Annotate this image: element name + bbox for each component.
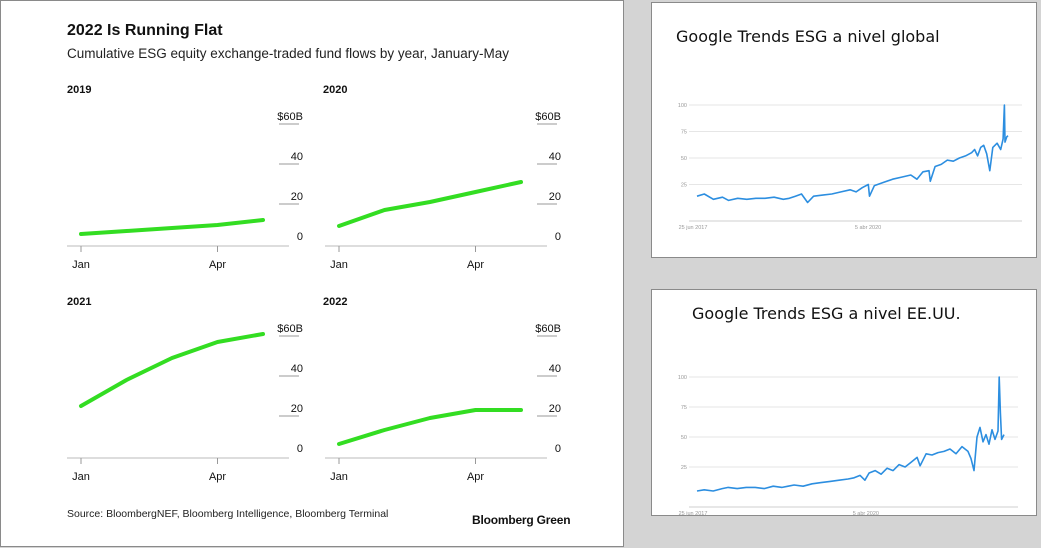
panel-title: 2019 (67, 84, 91, 96)
y-tick-label: 75 (681, 130, 687, 136)
y-tick-label: 20 (549, 403, 561, 415)
y-tick-label: $60B (535, 323, 561, 335)
y-tick-label: 100 (678, 103, 687, 109)
y-tick-label: 20 (549, 191, 561, 203)
chart-panel-2019: 2019 0 20 40 $60B Jan Apr (67, 84, 303, 271)
x-tick-label: 5 abr 2020 (855, 225, 881, 231)
x-tick-label: Jan (330, 259, 348, 271)
y-tick-label: 40 (291, 151, 303, 163)
panel-title: 2020 (323, 84, 347, 96)
y-tick-label: 25 (681, 183, 687, 189)
google-global-chart: 25 50 75 100 25 jun 2017 5 abr 2020 (652, 3, 1038, 259)
y-tick-label: 40 (291, 363, 303, 375)
series-line (339, 410, 521, 444)
google-us-chart: 25 50 75 100 25 jun 2017 5 abr 2020 (652, 290, 1038, 517)
trend-line (697, 105, 1008, 203)
y-tick-label: 20 (291, 403, 303, 415)
series-line (81, 220, 263, 234)
y-tick-label: 40 (549, 151, 561, 163)
x-tick-label: Apr (467, 471, 484, 483)
panel-title: 2022 (323, 296, 347, 308)
y-tick-label: $60B (277, 323, 303, 335)
series-line (81, 334, 263, 406)
y-tick-label: 50 (681, 156, 687, 162)
chart-source: Source: BloombergNEF, Bloomberg Intellig… (67, 508, 388, 520)
y-tick-label: 0 (297, 231, 303, 243)
x-tick-label: 25 jun 2017 (679, 225, 708, 231)
chart-panel-2021: 2021 0 20 40 $60B Jan Apr (67, 296, 303, 483)
x-tick-label: 25 jun 2017 (679, 511, 708, 517)
y-tick-label: 75 (681, 405, 687, 411)
panel-title: 2021 (67, 296, 91, 308)
chart-panel-2022: 2022 0 20 40 $60B Jan Apr (323, 296, 561, 483)
bloomberg-green-logo: Bloomberg Green (472, 513, 570, 527)
y-tick-label: 0 (297, 443, 303, 455)
x-tick-label: Jan (72, 471, 90, 483)
y-tick-label: 100 (678, 375, 687, 381)
y-tick-label: $60B (277, 111, 303, 123)
bloomberg-chart-panel: 2022 Is Running Flat Cumulative ESG equi… (0, 0, 624, 547)
chart-panel-2020: 2020 0 20 40 $60B Jan Apr (323, 84, 561, 271)
series-line (339, 182, 521, 226)
x-tick-label: Jan (330, 471, 348, 483)
x-tick-label: 5 abr 2020 (853, 511, 879, 517)
y-tick-label: 0 (555, 231, 561, 243)
y-tick-label: 25 (681, 465, 687, 471)
y-tick-label: 50 (681, 435, 687, 441)
trends-plot: 25 50 75 100 25 jun 2017 5 abr 2020 (678, 375, 1018, 517)
trend-line (697, 377, 1004, 491)
y-tick-label: 20 (291, 191, 303, 203)
x-tick-label: Jan (72, 259, 90, 271)
y-tick-label: $60B (535, 111, 561, 123)
y-tick-label: 40 (549, 363, 561, 375)
trends-plot: 25 50 75 100 25 jun 2017 5 abr 2020 (678, 103, 1022, 231)
x-tick-label: Apr (467, 259, 484, 271)
x-tick-label: Apr (209, 471, 226, 483)
y-tick-label: 0 (555, 443, 561, 455)
x-tick-label: Apr (209, 259, 226, 271)
